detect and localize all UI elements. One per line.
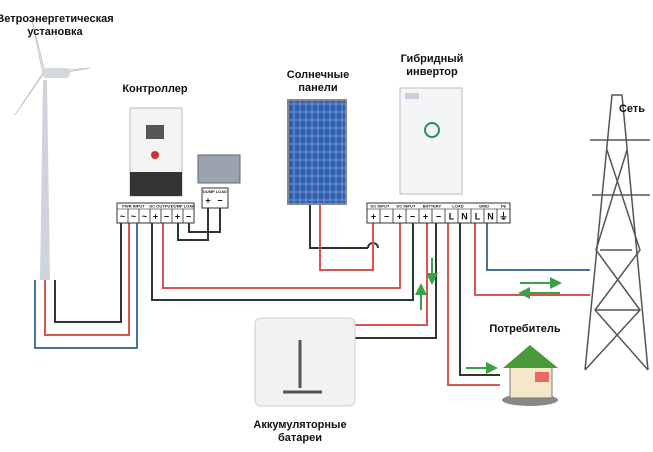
terminal-symbol: N: [487, 211, 494, 221]
terminal-header: DUMP LOAD: [203, 189, 227, 194]
wind-turbine: [15, 20, 90, 280]
terminal-header: DUMP LOAD: [171, 204, 195, 209]
terminal-symbol: ~: [142, 211, 147, 221]
label: панели: [298, 82, 337, 94]
terminal-symbol: −: [410, 211, 415, 221]
terminal-symbol: L: [475, 211, 481, 221]
label: Потребитель: [489, 323, 560, 335]
label: батареи: [278, 432, 322, 444]
terminal-symbol: ⏚: [499, 211, 508, 221]
terminal-symbol: +: [175, 211, 180, 221]
terminal-symbol: +: [371, 211, 376, 221]
battery: [255, 318, 355, 406]
label: Аккумуляторные: [253, 419, 346, 431]
terminal-symbol: −: [436, 211, 441, 221]
terminal-header: BATTERY: [423, 204, 442, 209]
terminal-symbol: +: [205, 195, 210, 205]
terminal-symbol: L: [449, 211, 455, 221]
label: инвертор: [406, 66, 458, 78]
label: установка: [27, 26, 83, 38]
terminal-symbol: −: [217, 195, 222, 205]
terminal-symbol: −: [186, 211, 191, 221]
label: Солнечные: [287, 69, 349, 81]
solar-panel: [288, 100, 346, 204]
pylon: [585, 95, 650, 370]
terminal-header: PWR INPUT: [122, 204, 145, 209]
diagram: ~~~+−+−PWR INPUTDC OUTPUTDUMP LOAD +−+−+…: [0, 0, 653, 452]
terminal-header: LOAD: [452, 204, 463, 209]
label: Сеть: [619, 103, 645, 115]
terminal-symbol: −: [164, 211, 169, 221]
label: Ветроэнергетическая: [0, 13, 114, 25]
terminal-symbol: +: [397, 211, 402, 221]
terminal-symbol: N: [461, 211, 468, 221]
terminal-symbol: +: [153, 211, 158, 221]
terminal-header: DC OUTPUT: [149, 204, 173, 209]
label: Контроллер: [122, 83, 188, 95]
terminal-header: GRID: [479, 204, 489, 209]
terminal-header: DC INPUT: [397, 204, 416, 209]
controller: [130, 108, 182, 196]
terminal-symbol: ~: [120, 211, 125, 221]
terminal-symbol: ~: [131, 211, 136, 221]
inverter: [400, 88, 462, 194]
terminal-symbol: −: [384, 211, 389, 221]
house: [502, 345, 558, 406]
flow-arrows: [421, 258, 560, 368]
terminal-symbol: +: [423, 211, 428, 221]
terminal-header: DC INPUT: [371, 204, 390, 209]
terminal-header: PE: [501, 204, 507, 209]
label: Гибридный: [401, 53, 464, 65]
